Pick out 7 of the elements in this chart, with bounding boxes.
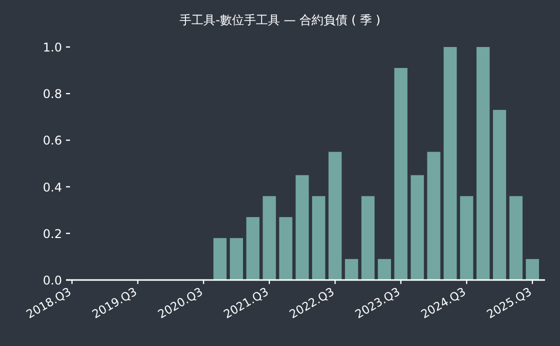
- y-tick-label: 1.0: [42, 40, 62, 54]
- title: 手工具-數位手工具 — 合約負債 ( 季 ): [180, 13, 380, 27]
- y-tick-label: 0.6: [42, 134, 62, 148]
- y-tick-label: 0.2: [42, 226, 62, 241]
- y-tick-label: 0.8: [42, 87, 62, 102]
- y-tick-label: 0.0: [42, 274, 62, 288]
- y-tick-label: 0.4: [42, 180, 62, 194]
